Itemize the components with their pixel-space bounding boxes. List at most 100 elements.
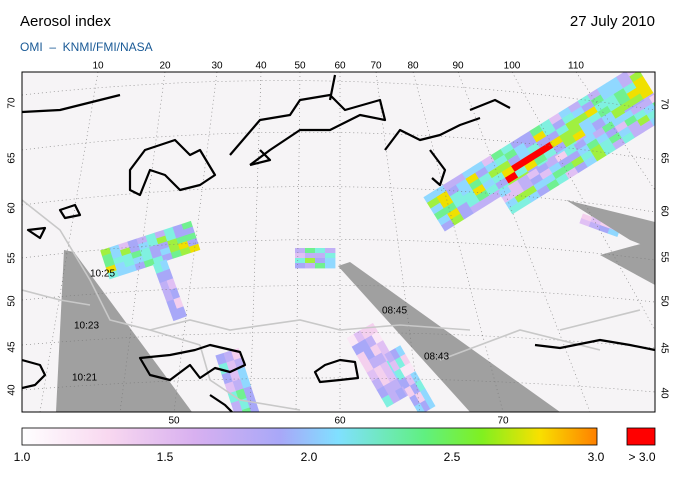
aerosol-cell [539,118,553,132]
aerosol-cell [520,153,535,167]
aerosol-cell [221,371,233,385]
data-gap [566,200,655,250]
aerosol-cell [575,112,589,125]
aerosol-cell [236,367,248,380]
aerosol-cell [441,219,455,232]
aerosol-cell [584,106,599,119]
aerosol-cell [567,100,582,113]
coastlines [22,74,655,412]
aerosol-cell [305,253,316,259]
latitude-labels-right: 70 65 60 55 50 45 40 [658,98,669,399]
aerosol-cell [505,196,519,209]
aerosol-cell [578,117,593,130]
aerosol-cell [166,299,177,312]
aerosol-cell [571,106,586,119]
aerosol-cell [239,376,252,390]
lon-label: 70 [497,416,509,427]
aerosol-cell [125,264,138,274]
lat-label: 65 [658,152,669,164]
aerosol-swath [152,259,187,322]
aerosol-cell [315,258,326,264]
aerosol-cell [590,94,605,107]
aerosol-cell [568,123,583,136]
aerosol-cell [498,185,512,198]
aerosol-cell [346,334,359,348]
aerosol-cell [353,330,366,344]
aerosol-cell [588,111,602,124]
aerosol-cell [399,353,411,367]
aerosol-cell [383,382,396,396]
aerosol-cell [610,82,624,95]
lon-label: 10 [92,61,104,72]
lat-label: 70 [658,98,669,110]
aerosol-cell [532,130,547,143]
aerosol-cell [423,191,438,204]
aerosol-cell [624,114,638,127]
lon-label: 30 [211,61,223,72]
aerosol-cell [626,87,641,100]
lat-label: 40 [658,387,669,399]
aerosol-cell [610,105,625,118]
aerosol-cell [188,243,201,253]
lat-label: 40 [7,384,18,396]
orbit-time: 10:25 [90,269,115,280]
aerosol-cell [295,258,306,264]
aerosol-cell [389,378,402,392]
aerosol-cell [524,185,538,198]
aerosol-cell [394,345,406,358]
aerosol-cell [471,160,486,174]
aerosol-cell [514,191,529,203]
aerosol-cell [232,379,244,392]
aerosol-cell [529,124,544,138]
aerosol-cell [453,195,467,209]
aerosol-cell [602,143,617,156]
aerosol-cell [469,178,483,191]
aerosol-cell [618,126,632,139]
aerosol-cell [640,119,654,132]
aerosol-swath [295,248,336,269]
title: Aerosol index [20,13,111,30]
aerosol-cell [639,87,654,100]
aerosol-cell [490,148,505,162]
aerosol-cell [388,390,401,404]
orbit-time: 08:45 [382,306,407,317]
aerosol-cell [325,248,336,254]
aerosol-cell [426,196,441,209]
aerosol-cell [394,356,406,370]
aerosol-cell [540,141,554,154]
aerosol-cell [472,183,487,197]
aerosol-cell [436,190,451,203]
aerosol-cell [558,156,572,169]
graticule [22,72,655,412]
lat-label: 55 [658,251,669,263]
lon-label: 50 [294,61,306,72]
aerosol-cell [229,369,241,382]
aerosol-cell [381,394,394,408]
aerosol-cell [241,407,253,412]
aerosol-cell [495,177,510,190]
aerosol-cell [230,400,243,412]
lat-label: 50 [658,295,669,307]
data-gap [600,240,655,285]
longitude-labels-bottom: 50 60 70 [168,416,509,427]
aerosol-cell [612,137,626,150]
aerosol-cell [601,121,616,134]
aerosol-cell [449,190,464,203]
aerosol-cell [394,387,407,401]
aerosol-cell [577,144,591,157]
lat-label: 45 [658,342,669,354]
aerosol-cell [169,308,181,322]
aerosol-cell [579,218,591,227]
aerosol-cell [501,191,516,204]
aerosol-cell [305,263,316,269]
aerosol-cell [592,126,606,139]
aerosol-cell [646,108,655,121]
aerosol-cell [356,351,369,365]
aerosol-cell [437,213,452,226]
aerosol-cell [460,207,475,220]
longitude-labels-top: 10 20 30 40 50 60 70 80 90 100 110 [92,61,584,72]
aerosol-cell [152,261,164,275]
aerosol-cell [552,118,566,131]
aerosol-cell [548,112,563,125]
